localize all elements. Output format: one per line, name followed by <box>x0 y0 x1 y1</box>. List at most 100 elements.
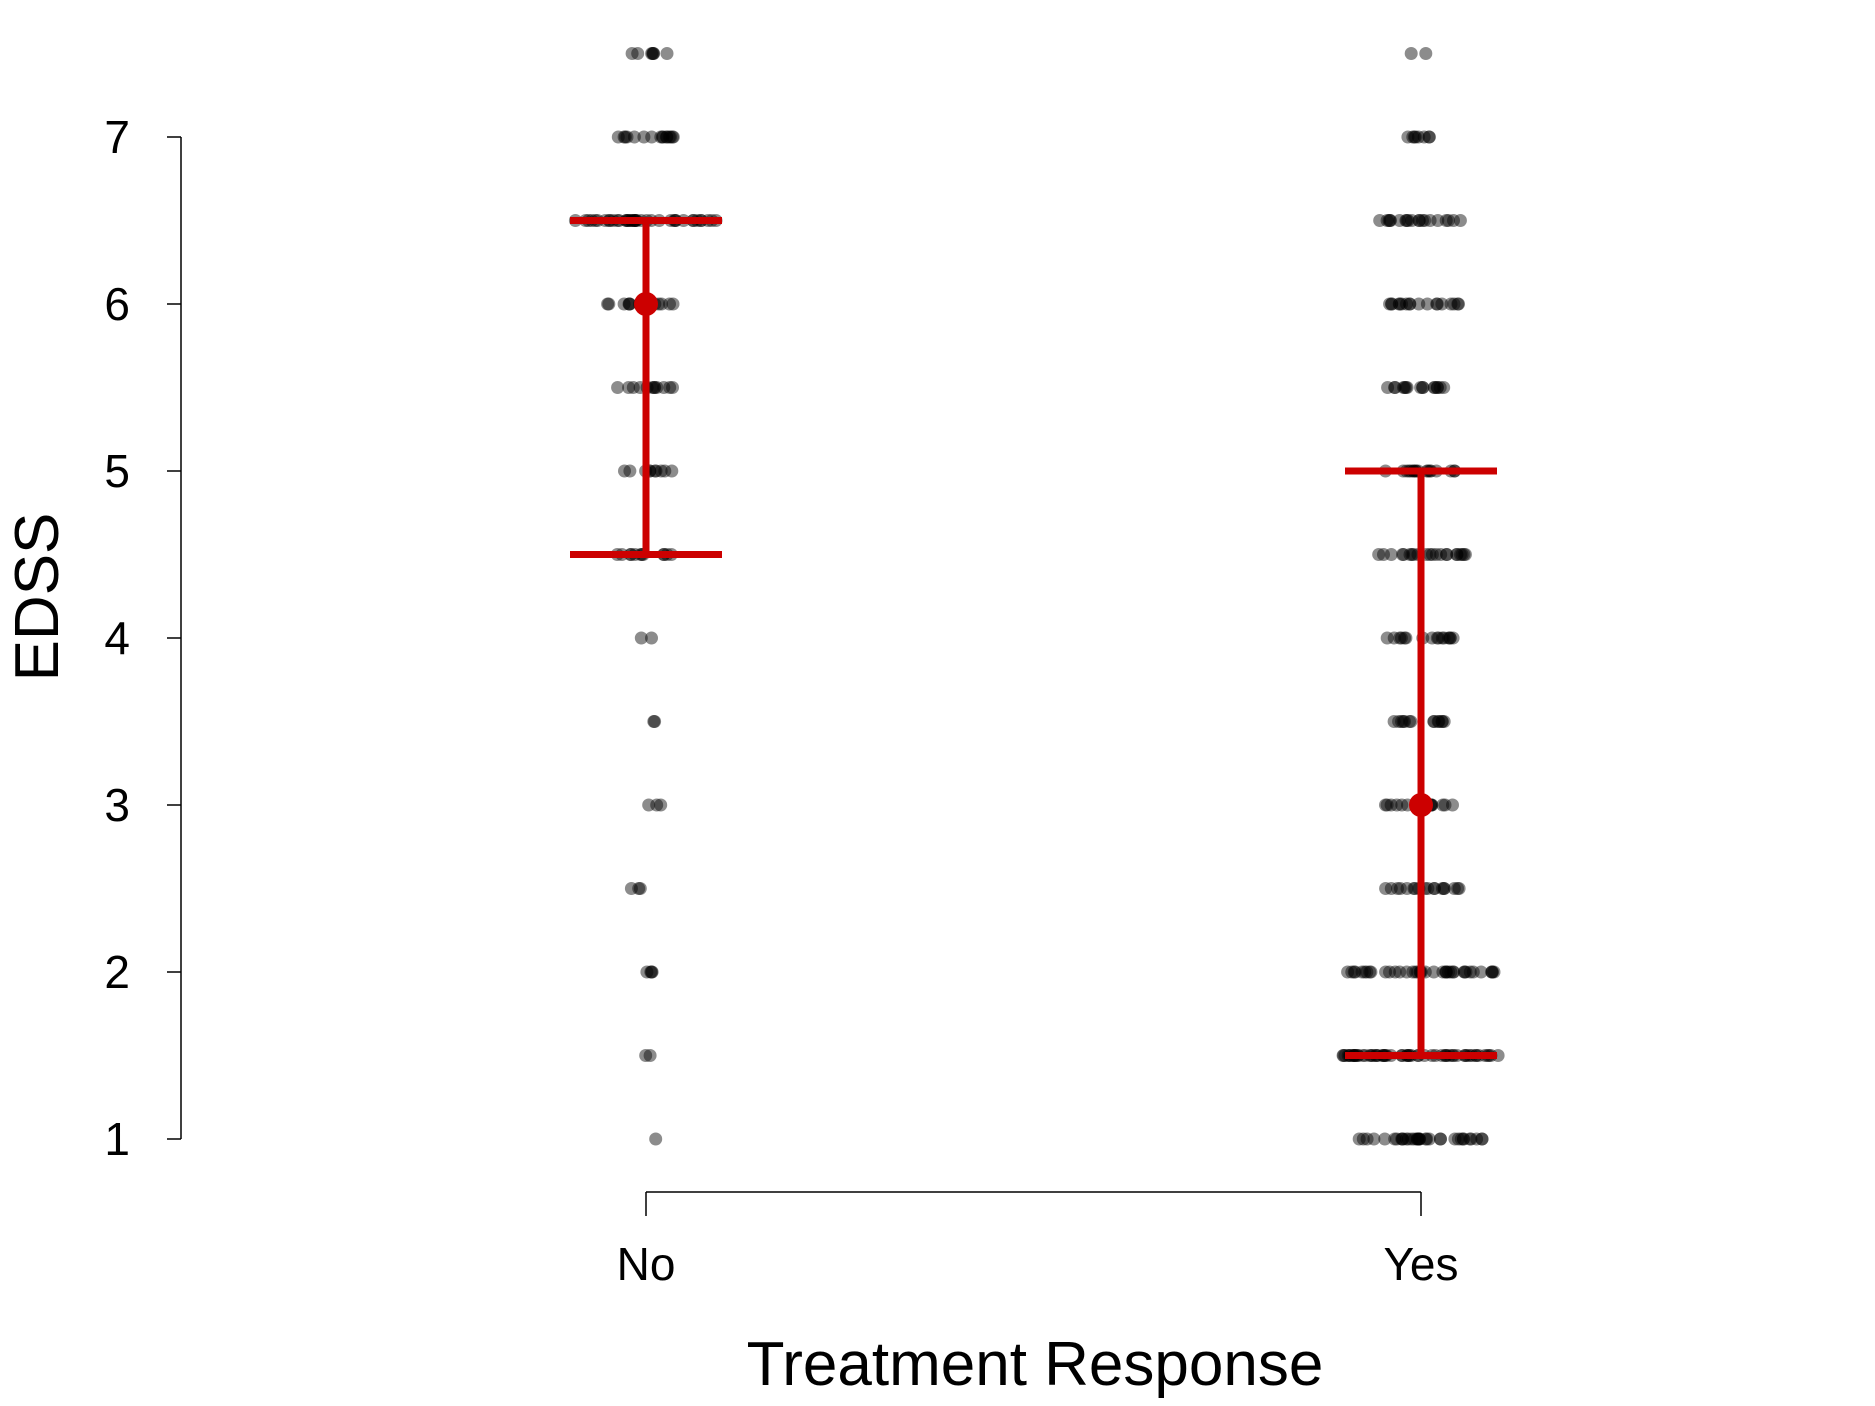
data-point <box>1428 882 1441 895</box>
y-tick-label: 5 <box>104 445 130 497</box>
data-points <box>568 47 1505 1146</box>
data-point <box>1439 214 1453 227</box>
data-point <box>1435 631 1449 645</box>
data-point <box>1412 214 1426 227</box>
median-point <box>634 292 658 316</box>
data-point <box>1403 297 1417 311</box>
data-point <box>1440 548 1454 561</box>
data-point <box>1418 214 1432 227</box>
data-point <box>666 130 680 144</box>
data-point <box>650 381 664 394</box>
data-point <box>1428 381 1442 394</box>
data-point <box>1373 214 1387 227</box>
data-point <box>1463 1132 1477 1146</box>
data-point <box>1385 297 1399 311</box>
data-point <box>1347 965 1361 979</box>
data-point <box>1427 965 1441 979</box>
data-point <box>1441 214 1455 227</box>
data-point <box>645 631 658 645</box>
data-point <box>1421 882 1435 895</box>
data-point <box>1413 1132 1427 1146</box>
data-point <box>1444 297 1458 311</box>
data-point <box>1454 1132 1468 1146</box>
data-point <box>1356 1132 1370 1146</box>
data-point <box>1408 1132 1422 1146</box>
data-point <box>1395 297 1409 311</box>
data-point <box>1487 965 1501 979</box>
data-point <box>1419 47 1433 60</box>
data-point <box>1407 130 1421 144</box>
x-tick-label: No <box>617 1238 676 1290</box>
data-point <box>1430 297 1444 311</box>
data-point <box>637 130 651 144</box>
data-point <box>1432 631 1445 645</box>
data-point <box>1367 1132 1381 1146</box>
data-point <box>1412 1132 1426 1146</box>
data-point <box>634 631 648 645</box>
data-point <box>1452 297 1465 311</box>
data-point <box>644 965 658 979</box>
data-point <box>1407 882 1421 895</box>
data-point <box>1427 882 1441 895</box>
data-point <box>1466 965 1480 979</box>
data-point <box>1457 965 1471 979</box>
y-tick-label: 2 <box>104 946 130 998</box>
data-point <box>645 965 659 979</box>
data-point <box>1393 882 1407 895</box>
data-point <box>1475 1132 1489 1146</box>
data-point <box>1405 1132 1419 1146</box>
data-point <box>1430 297 1444 311</box>
data-point <box>1364 965 1378 979</box>
data-point <box>1393 214 1407 227</box>
y-tick-label: 7 <box>104 111 130 163</box>
data-point <box>1458 548 1472 561</box>
data-point <box>618 130 632 144</box>
data-point <box>1475 1132 1489 1146</box>
data-point <box>1388 381 1402 394</box>
data-point <box>666 297 680 311</box>
data-point <box>645 47 659 60</box>
data-point <box>1419 1132 1433 1146</box>
data-point <box>1447 214 1460 227</box>
data-point <box>611 381 625 394</box>
data-point <box>1459 965 1473 979</box>
data-point <box>1416 381 1430 394</box>
data-point <box>1429 548 1443 561</box>
data-point <box>1411 130 1425 144</box>
data-point <box>1398 631 1412 645</box>
data-point <box>1383 214 1397 227</box>
y-tick-label: 3 <box>104 779 130 831</box>
data-point <box>654 464 668 478</box>
data-point <box>1401 130 1415 144</box>
data-point <box>1399 1132 1413 1146</box>
data-point <box>658 464 672 478</box>
data-point <box>1456 1132 1470 1146</box>
data-point <box>1442 965 1455 979</box>
data-point <box>611 130 625 144</box>
data-point <box>647 715 661 728</box>
data-point <box>650 798 664 812</box>
data-point <box>1397 548 1411 561</box>
data-point <box>1430 631 1444 645</box>
data-point <box>1348 965 1362 979</box>
data-point <box>622 381 636 394</box>
x-axis-title: Treatment Response <box>747 1330 1324 1399</box>
x-tick-label: Yes <box>1383 1238 1458 1290</box>
data-point <box>1384 798 1398 812</box>
data-point <box>1464 1132 1478 1146</box>
median-point <box>1409 793 1433 817</box>
data-point <box>1443 631 1457 645</box>
data-point <box>1372 548 1386 561</box>
data-point <box>1414 381 1428 394</box>
data-point <box>1387 631 1401 645</box>
data-point <box>631 47 645 60</box>
data-point <box>1394 631 1408 645</box>
data-point <box>1403 297 1417 311</box>
data-point <box>1380 214 1394 227</box>
data-point <box>1405 548 1419 561</box>
data-point <box>1440 548 1454 561</box>
data-point <box>1383 965 1396 979</box>
data-point <box>1358 965 1372 979</box>
data-point <box>1431 214 1445 227</box>
data-point <box>663 297 676 311</box>
